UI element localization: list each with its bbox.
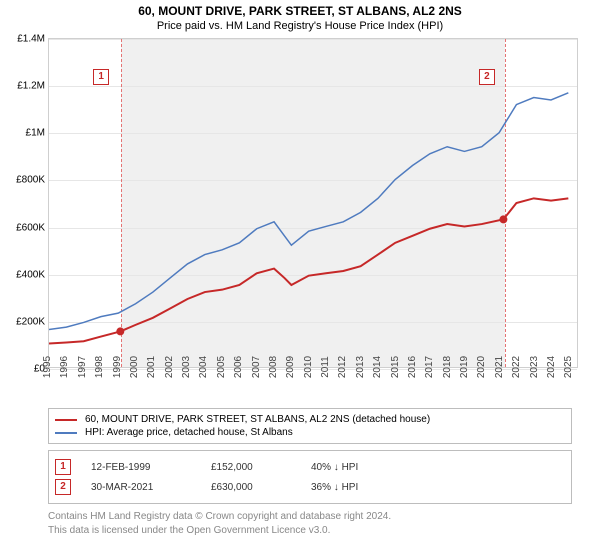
series-hpi	[49, 93, 568, 330]
event-date: 12-FEB-1999	[91, 462, 191, 473]
plot-area: £0£200K£400K£600K£800K£1M£1.2M£1.4M19951…	[48, 38, 578, 368]
legend-row: HPI: Average price, detached house, St A…	[55, 426, 565, 439]
legend-label: HPI: Average price, detached house, St A…	[85, 427, 293, 438]
event-dot	[116, 327, 124, 335]
event-row-badge: 2	[55, 479, 71, 495]
series-price_paid	[49, 198, 568, 343]
event-row: 1 12-FEB-1999 £152,000 40% ↓ HPI	[55, 457, 565, 477]
y-tick-label: £400K	[16, 269, 49, 280]
y-tick-label: £1M	[26, 128, 49, 139]
event-price: £630,000	[211, 482, 291, 493]
footer-text: Contains HM Land Registry data © Crown c…	[48, 510, 572, 537]
event-date: 30-MAR-2021	[91, 482, 191, 493]
y-tick-label: £600K	[16, 222, 49, 233]
y-tick-label: £200K	[16, 316, 49, 327]
chart-titles: 60, MOUNT DRIVE, PARK STREET, ST ALBANS,…	[0, 0, 600, 34]
chart-container: 60, MOUNT DRIVE, PARK STREET, ST ALBANS,…	[0, 0, 600, 560]
y-tick-label: £1.4M	[17, 34, 49, 45]
event-dot	[499, 215, 507, 223]
footer-line2: This data is licensed under the Open Gov…	[48, 524, 572, 538]
footer-line1: Contains HM Land Registry data © Crown c…	[48, 510, 572, 524]
event-badge-2: 2	[479, 69, 495, 85]
legend-swatch	[55, 419, 77, 421]
series-svg	[49, 39, 577, 367]
chart-subtitle: Price paid vs. HM Land Registry's House …	[0, 20, 600, 32]
legend-swatch	[55, 432, 77, 434]
event-row-badge: 1	[55, 459, 71, 475]
legend-row: 60, MOUNT DRIVE, PARK STREET, ST ALBANS,…	[55, 413, 565, 426]
plot-inner: £0£200K£400K£600K£800K£1M£1.2M£1.4M19951…	[48, 38, 578, 368]
chart-title-address: 60, MOUNT DRIVE, PARK STREET, ST ALBANS,…	[0, 4, 600, 18]
legend-label: 60, MOUNT DRIVE, PARK STREET, ST ALBANS,…	[85, 414, 430, 425]
event-row: 2 30-MAR-2021 £630,000 36% ↓ HPI	[55, 477, 565, 497]
events-box: 1 12-FEB-1999 £152,000 40% ↓ HPI 2 30-MAR-202…	[48, 450, 572, 504]
event-pct: 36% ↓ HPI	[311, 482, 421, 493]
event-badge-1: 1	[93, 69, 109, 85]
y-tick-label: £1.2M	[17, 81, 49, 92]
y-tick-label: £800K	[16, 175, 49, 186]
legend-box: 60, MOUNT DRIVE, PARK STREET, ST ALBANS,…	[48, 408, 572, 444]
event-pct: 40% ↓ HPI	[311, 462, 421, 473]
event-price: £152,000	[211, 462, 291, 473]
